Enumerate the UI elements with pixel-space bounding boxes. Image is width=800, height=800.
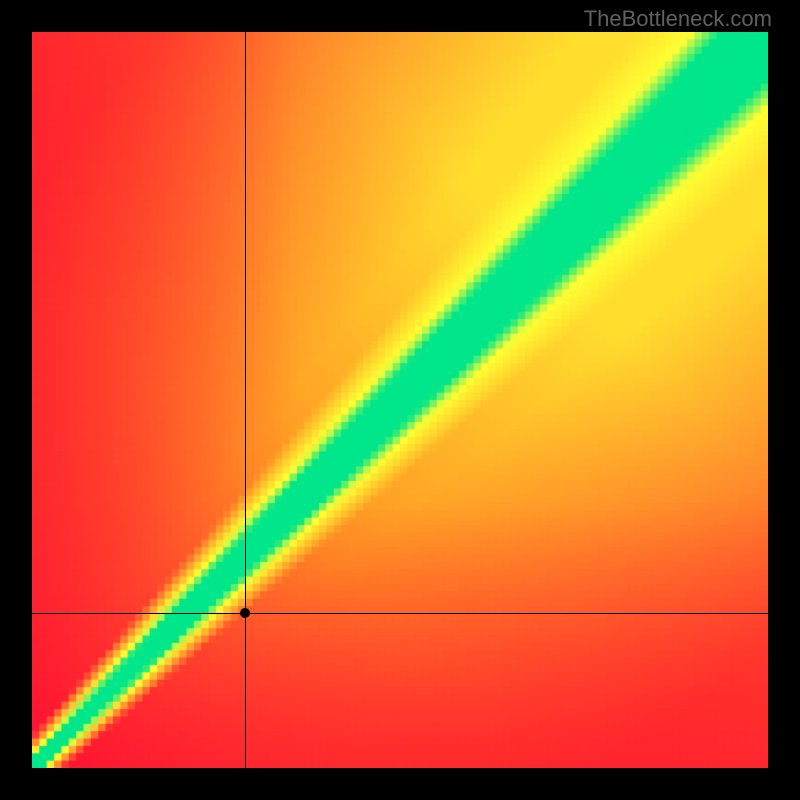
data-point-marker [240, 608, 250, 618]
crosshair-vertical [245, 32, 246, 768]
crosshair-horizontal [32, 613, 768, 614]
heatmap-canvas [32, 32, 768, 768]
watermark-text: TheBottleneck.com [584, 6, 772, 32]
heatmap-plot [32, 32, 768, 768]
